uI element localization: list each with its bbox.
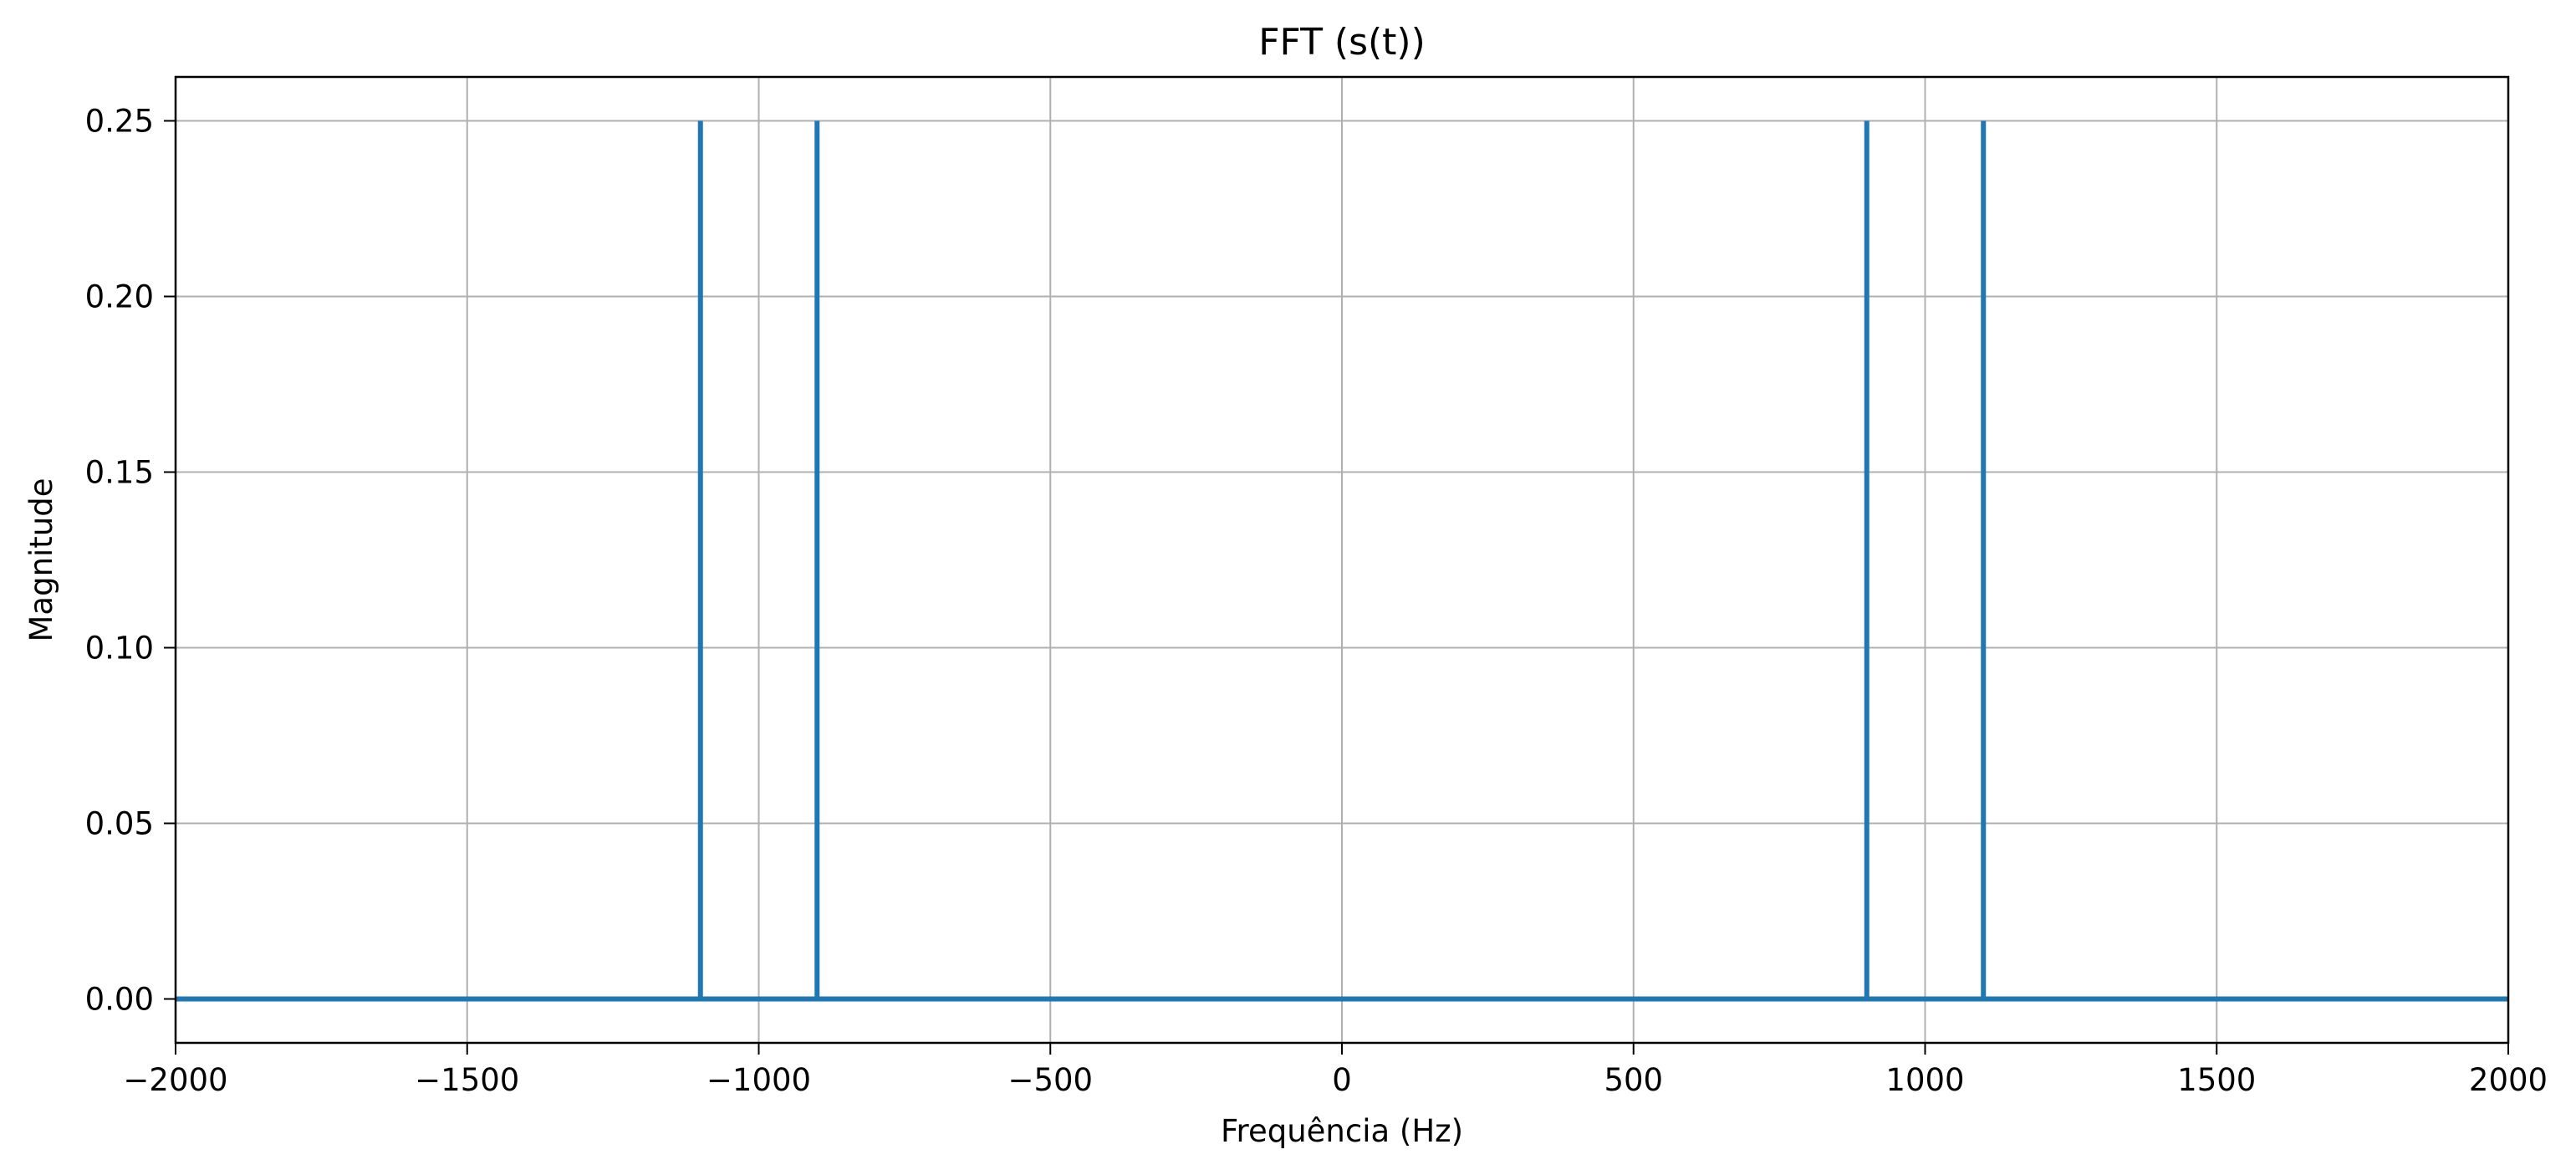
x-axis-label: Frequência (Hz) [1221,1113,1463,1149]
x-tick-label: 1500 [2177,1062,2256,1098]
series [176,120,2508,1002]
y-tick-label: 0.25 [85,104,154,140]
chart-title: FFT (s(t)) [1258,21,1426,64]
x-tick-label: −1000 [706,1062,811,1098]
x-tick-label: −500 [1007,1062,1093,1098]
x-tick-label: −1500 [415,1062,519,1098]
x-tick-label: 1000 [1885,1062,1964,1098]
y-tick-label: 0.15 [85,455,154,491]
y-tick-label: 0.00 [85,982,154,1018]
y-tick-label: 0.05 [85,806,154,842]
y-axis-ticks: 0.00 0.05 0.10 0.15 0.20 0.25 [85,104,176,1018]
x-tick-label: −2000 [123,1062,227,1098]
y-tick-label: 0.10 [85,631,154,667]
y-axis-label: Magnitude [23,478,59,641]
y-tick-label: 0.20 [85,279,154,315]
x-tick-label: 0 [1332,1062,1352,1098]
x-tick-label: 2000 [2469,1062,2548,1098]
x-axis-ticks: −2000 −1500 −1000 −500 0 500 1000 1500 2000 [123,1043,2548,1098]
series-line [176,120,2508,1002]
x-tick-label: 500 [1604,1062,1663,1098]
